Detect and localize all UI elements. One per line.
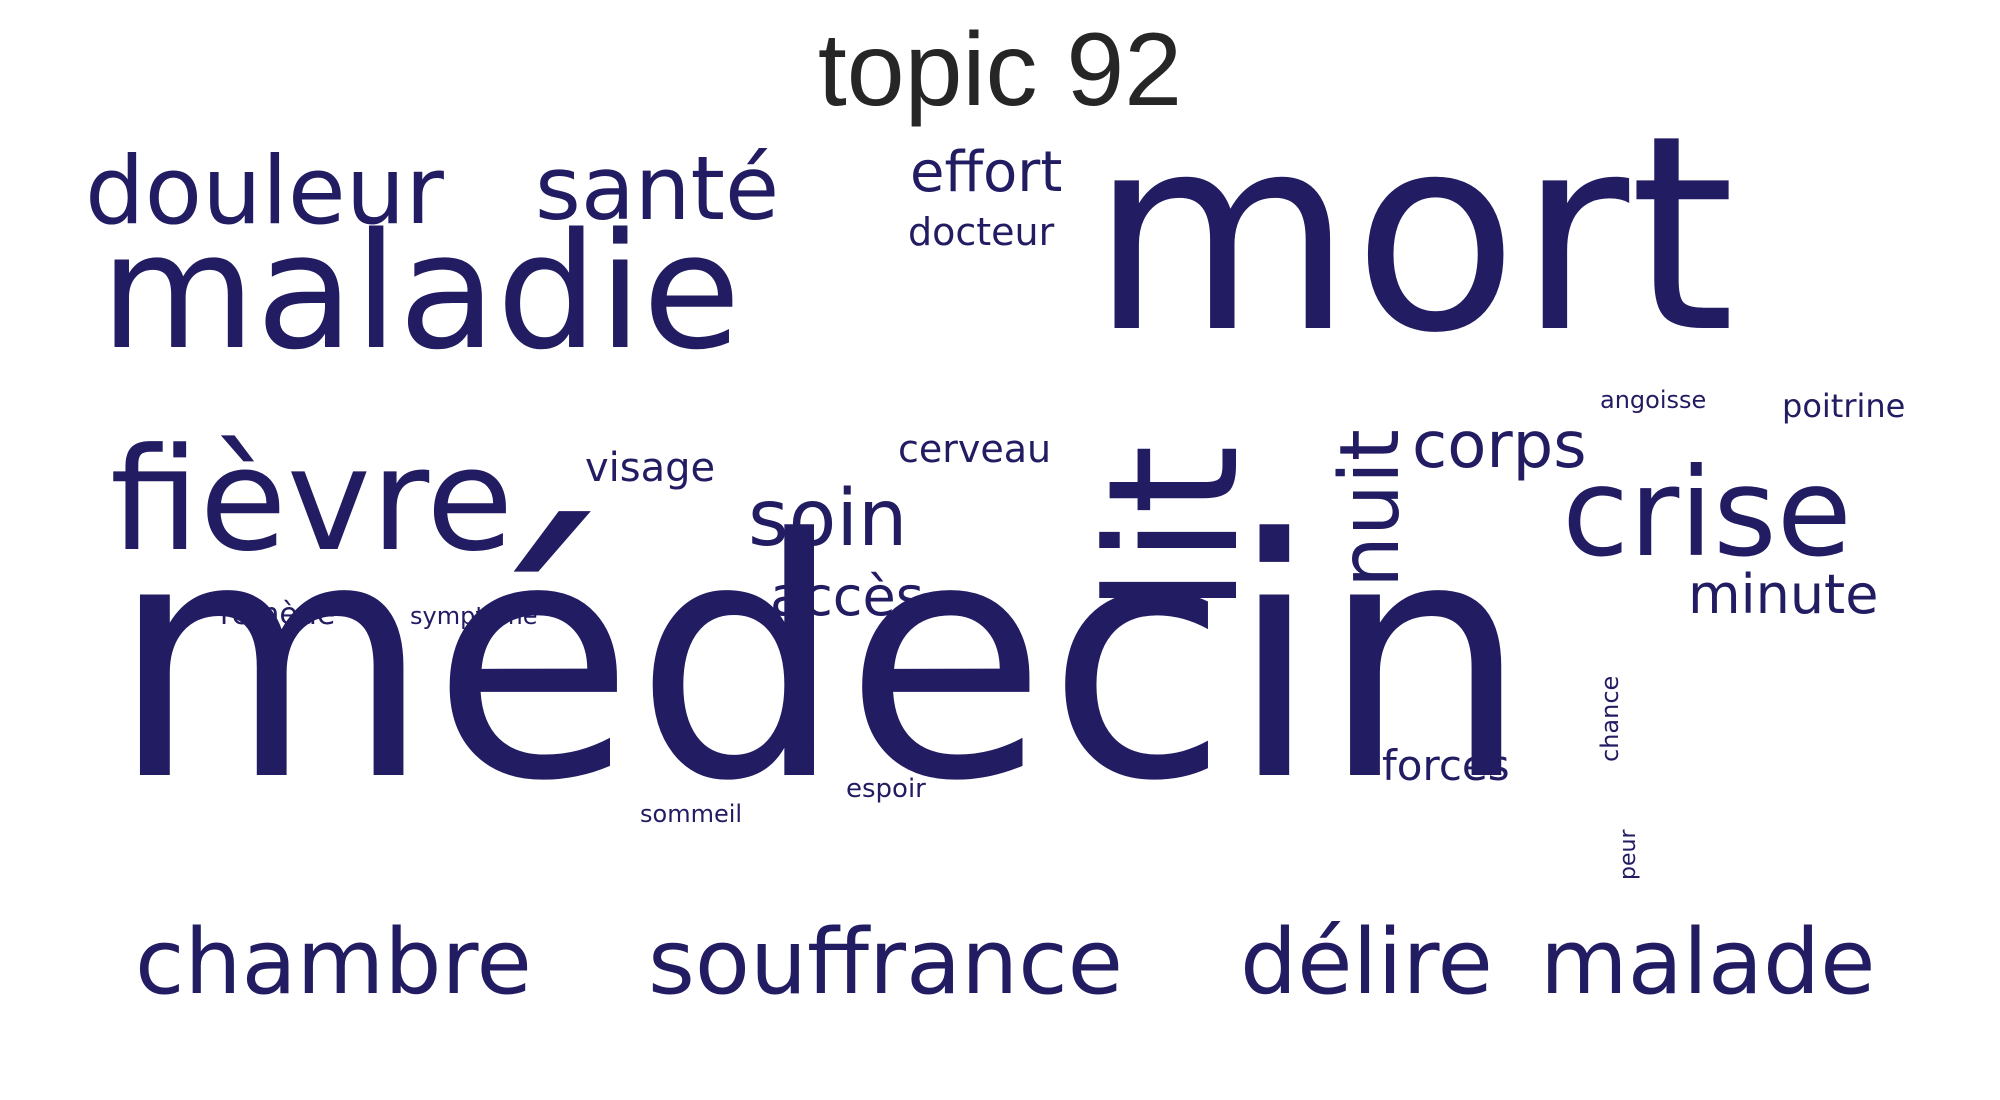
word-espoir: espoir	[846, 774, 926, 804]
word-chambre: chambre	[135, 910, 532, 1015]
word-delire: délire	[1240, 910, 1493, 1015]
word-crise: crise	[1562, 442, 1852, 584]
page-title: topic 92	[817, 12, 1183, 128]
word-visage: visage	[585, 445, 716, 491]
word-malade: malade	[1540, 910, 1876, 1015]
word-lit: lit	[1070, 444, 1279, 615]
word-corps: corps	[1412, 409, 1587, 483]
word-cerveau: cerveau	[898, 427, 1052, 471]
word-fievre: fièvre	[110, 418, 514, 583]
word-sante: santé	[535, 137, 780, 240]
word-chance: chance	[1596, 675, 1624, 762]
word-symptome: symptôme	[410, 602, 538, 630]
word-souffrance: souffrance	[648, 910, 1124, 1015]
word-soin: soin	[748, 474, 908, 564]
word-forces: forces	[1382, 741, 1510, 790]
word-maladie: maladie	[100, 198, 741, 385]
word-minute: minute	[1688, 563, 1879, 626]
word-nuit: nuit	[1323, 429, 1418, 588]
word-peur: peur	[1616, 829, 1641, 881]
word-medecin: médecin	[110, 469, 1530, 853]
word-docteur: docteur	[908, 210, 1055, 254]
word-angoisse: angoisse	[1600, 386, 1707, 414]
word-douleur: douleur	[85, 137, 444, 246]
word-sommeil: sommeil	[640, 800, 743, 828]
word-remede: remède	[220, 597, 336, 632]
word-poitrine: poitrine	[1782, 387, 1906, 425]
word-mort: mort	[1090, 77, 1736, 392]
word-acces: accès	[770, 565, 924, 628]
word-effort: effort	[910, 140, 1063, 205]
